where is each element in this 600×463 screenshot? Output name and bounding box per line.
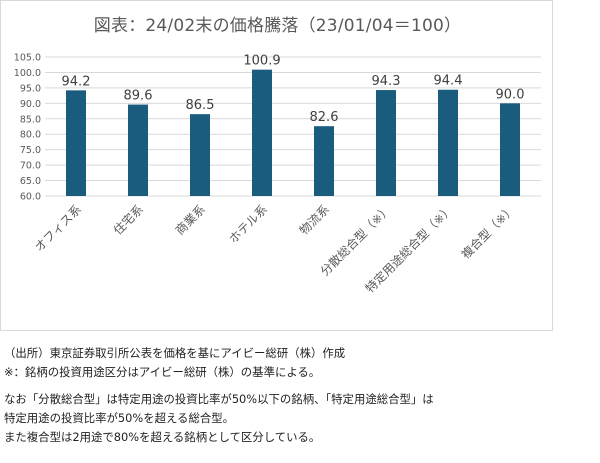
y-tick-label: 80.0 xyxy=(20,130,41,141)
bar-chart: 60.0 65.0 70.0 75.0 80.0 85.0 90.0 95.0 100.0 105… xyxy=(14,53,541,296)
data-label: 86.5 xyxy=(186,98,215,113)
y-tick-label: 85.0 xyxy=(20,114,41,125)
data-label: 94.2 xyxy=(62,74,91,89)
data-label: 94.4 xyxy=(434,74,463,89)
chart-title: 図表：24/02末の価格騰落（23/01/04＝100） xyxy=(93,16,462,36)
bar xyxy=(438,89,458,196)
x-tick-label: 物流系 xyxy=(297,202,332,237)
y-tick-label: 65.0 xyxy=(20,176,41,187)
bar xyxy=(314,126,334,196)
x-tick-label: ホテル系 xyxy=(226,202,270,246)
x-tick-label: 複合型（※） xyxy=(458,202,518,262)
bar xyxy=(66,90,86,196)
bar xyxy=(500,103,520,196)
bar xyxy=(190,114,210,196)
x-tick-label: 住宅系 xyxy=(110,202,146,238)
bar xyxy=(252,69,272,196)
y-tick-label: 95.0 xyxy=(20,83,41,94)
definition-note-1: なお「分散総合型」は特定用途の投資比率が50%以下の銘柄、「特定用途総合型」は xyxy=(4,392,434,406)
y-tick-label: 90.0 xyxy=(20,99,41,110)
x-tick-label: 商業系 xyxy=(172,202,208,238)
y-tick-label: 105.0 xyxy=(14,53,41,64)
chart-container: 図表：24/02末の価格騰落（23/01/04＝100） 60.0 65.0 70.… xyxy=(0,0,553,331)
y-tick-label: 70.0 xyxy=(20,161,41,172)
y-tick-label: 75.0 xyxy=(20,145,41,156)
source-note: （出所）東京証券取引所公表を価格を基にアイビー総研（株）作成 xyxy=(4,346,346,360)
data-label: 82.6 xyxy=(310,110,339,125)
bar xyxy=(128,104,148,196)
data-label: 89.6 xyxy=(124,89,153,104)
y-tick-label: 100.0 xyxy=(14,68,41,79)
bar xyxy=(376,90,396,196)
y-tick-label: 60.0 xyxy=(20,192,41,203)
classification-note: ※：銘柄の投資用途区分はアイビー総研（株）の基準による。 xyxy=(4,365,321,379)
notes: （出所）東京証券取引所公表を価格を基にアイビー総研（株）作成 ※：銘柄の投資用途… xyxy=(4,344,434,447)
data-label: 100.9 xyxy=(243,54,280,69)
data-label: 90.0 xyxy=(496,87,525,102)
data-label: 94.3 xyxy=(372,74,401,89)
definition-note-3: また複合型は2用途で80%を超える銘柄として区分している。 xyxy=(4,430,321,444)
definition-note-2: 特定用途の投資比率が50%を超える総合型。 xyxy=(4,411,235,425)
x-tick-label: オフィス系 xyxy=(32,202,84,254)
